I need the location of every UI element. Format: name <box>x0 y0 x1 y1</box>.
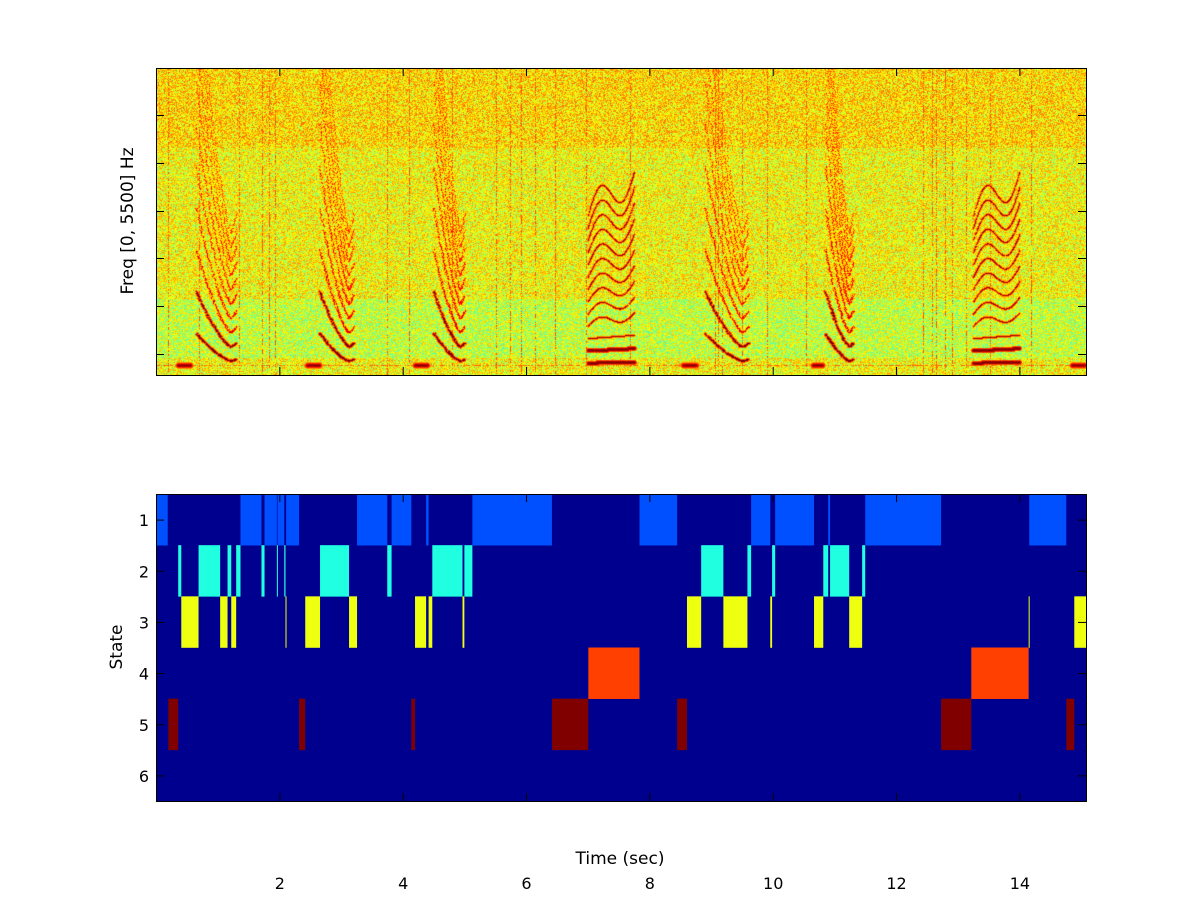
state-3-segment <box>462 596 465 648</box>
state-1-segment <box>472 494 552 546</box>
state-1-segment <box>391 494 412 546</box>
spectrogram-ylabel: Freq [0, 5500] Hz <box>118 147 138 294</box>
spectrogram-axes: Freq [0, 5500] Hz <box>118 68 1087 376</box>
y-tick-label: 4 <box>139 665 149 684</box>
state-2-segment <box>227 545 232 597</box>
y-tick-label: 3 <box>139 613 149 632</box>
state-xlabel: Time (sec) <box>575 849 665 869</box>
state-5-segment <box>551 698 589 751</box>
y-tick-label: 6 <box>139 767 149 786</box>
state-5-segment <box>411 698 416 751</box>
state-ticks <box>156 494 1086 801</box>
y-tick-label: 1 <box>139 511 149 530</box>
state-2-segment <box>772 545 776 597</box>
x-tick-label: 4 <box>398 874 408 893</box>
state-3-segment <box>220 596 228 648</box>
x-tick-label: 12 <box>886 874 906 893</box>
state-2-segment <box>236 545 241 597</box>
state-axes-box <box>156 494 1087 802</box>
state-3-segment <box>723 596 748 648</box>
state-5-segment <box>677 698 687 751</box>
state-2-segment <box>178 545 182 597</box>
state-1-segment <box>828 494 831 546</box>
state-2-segment <box>261 545 265 597</box>
state-2-segment <box>701 545 724 597</box>
spectrogram-ticks <box>156 68 1086 375</box>
state-1-segment <box>775 494 815 546</box>
state-3-segment <box>285 596 287 648</box>
x-tick-label: 14 <box>1010 874 1030 893</box>
spectrogram-axes-box <box>156 68 1087 376</box>
state-3-segment <box>349 596 358 648</box>
state-4-segment <box>971 647 1029 699</box>
state-3-segment <box>814 596 824 648</box>
state-2-segment <box>387 545 392 597</box>
x-tick-label: 10 <box>763 874 783 893</box>
x-tick-label: 2 <box>275 874 285 893</box>
state-1-segment <box>865 494 942 546</box>
state-3-segment <box>231 596 237 648</box>
state-1-segment <box>357 494 388 546</box>
state-1-segment <box>286 494 300 546</box>
state-3-segment <box>181 596 199 648</box>
state-2-segment <box>432 545 463 597</box>
state-1-segment <box>639 494 678 546</box>
y-tick-label: 2 <box>139 562 149 581</box>
y-tick-label: 5 <box>139 716 149 735</box>
state-2-segment <box>823 545 829 597</box>
state-5-segment <box>168 698 179 751</box>
state-2-segment <box>284 545 286 597</box>
x-tick-label: 6 <box>521 874 531 893</box>
state-1-segment <box>1029 494 1067 546</box>
state-2-segment <box>464 545 473 597</box>
state-4-segment <box>588 647 640 699</box>
state-5-segment <box>299 698 306 751</box>
state-segments <box>156 494 1086 751</box>
state-2-segment <box>198 545 221 597</box>
state-1-segment <box>277 494 285 546</box>
spectrogram-image <box>156 68 1086 375</box>
state-3-segment <box>415 596 427 648</box>
state-3-segment <box>686 596 702 648</box>
state-2-segment <box>276 545 278 597</box>
state-2-segment <box>320 545 350 597</box>
x-tick-label: 8 <box>645 874 655 893</box>
state-3-segment <box>1028 596 1030 648</box>
state-2-segment <box>862 545 866 597</box>
state-1-segment <box>751 494 771 546</box>
state-1-segment <box>264 494 277 546</box>
state-3-segment <box>305 596 321 648</box>
state-2-segment <box>747 545 752 597</box>
state-1-segment <box>240 494 262 546</box>
state-ylabel: State <box>107 625 127 670</box>
state-5-segment <box>1066 698 1075 751</box>
state-1-segment <box>426 494 429 546</box>
state-3-segment <box>849 596 863 648</box>
state-3-segment <box>428 596 433 648</box>
state-2-segment <box>830 545 850 597</box>
state-5-segment <box>941 698 972 751</box>
state-3-segment <box>770 596 773 648</box>
